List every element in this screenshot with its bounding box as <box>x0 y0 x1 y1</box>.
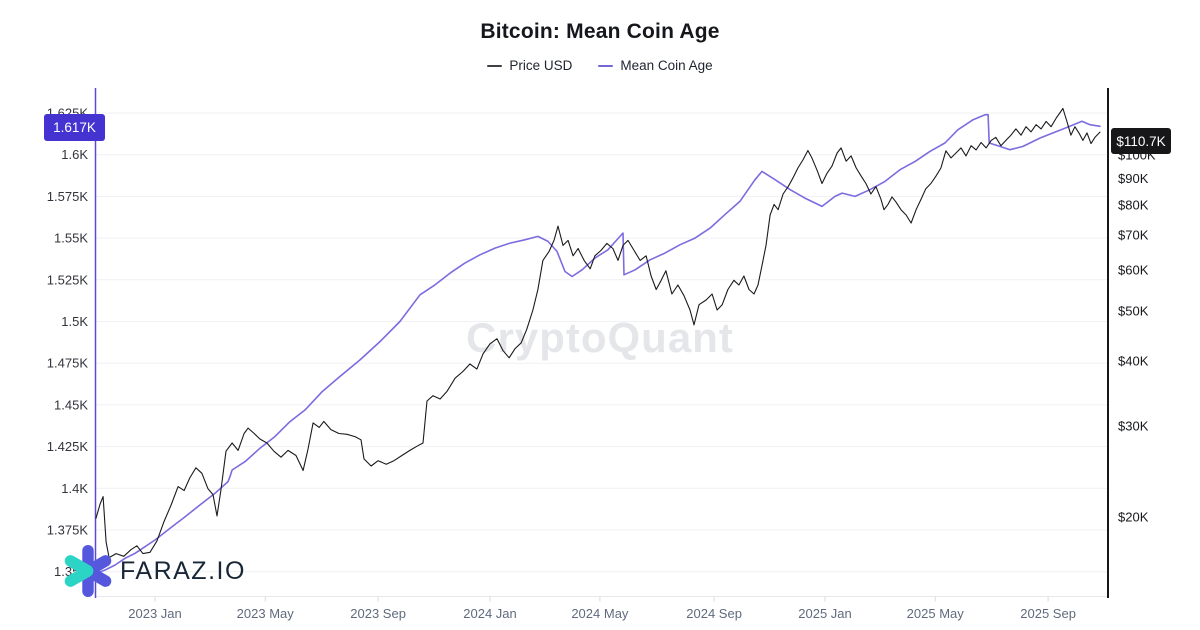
price-line <box>95 107 1101 559</box>
x-tick-label: 2023 Sep <box>350 606 406 621</box>
x-tick-label: 2025 May <box>907 606 965 621</box>
legend-label: Mean Coin Age <box>620 58 713 73</box>
y-left-tick-label: 1.575K <box>47 189 89 204</box>
y-right-tick-label: $70K <box>1118 228 1149 243</box>
y-right-tick-label: $80K <box>1118 198 1149 213</box>
y-right-tick-label: $50K <box>1118 303 1149 318</box>
y-left-tick-label: 1.45K <box>54 397 88 412</box>
y-right-tick-label: $40K <box>1118 354 1149 369</box>
y-left-tick-label: 1.6K <box>61 147 88 162</box>
y-left-tick-label: 1.425K <box>47 439 89 454</box>
y-right-tick-label: $30K <box>1118 418 1149 433</box>
chart-title: Bitcoin: Mean Coin Age <box>480 20 720 43</box>
legend-item-price-usd[interactable]: Price USD <box>487 58 572 73</box>
x-tick-label: 2024 Jan <box>463 606 517 621</box>
farazio-logo: FARAZ.IO <box>62 543 246 599</box>
y-left-tick-label: 1.55K <box>54 231 88 246</box>
legend-label: Price USD <box>509 58 573 73</box>
y-left-tick-label: 1.375K <box>47 523 89 538</box>
y-left-tick-label: 1.525K <box>47 272 89 287</box>
price-current-badge: $110.7K <box>1111 128 1171 154</box>
x-tick-label: 2025 Sep <box>1020 606 1076 621</box>
x-tick-label: 2023 May <box>237 606 295 621</box>
x-tick-label: 2024 Sep <box>686 606 742 621</box>
mean-coin-age-line <box>95 113 1101 575</box>
y-left-tick-label: 1.475K <box>47 356 89 371</box>
asterisk-spoke <box>64 555 94 577</box>
farazio-asterisk-icon <box>64 545 112 597</box>
y-right-tick-label: $60K <box>1118 262 1149 277</box>
y-left-tick-label: 1.5K <box>61 314 88 329</box>
x-tick-label: 2023 Jan <box>128 606 182 621</box>
x-tick-label: 2024 May <box>571 606 629 621</box>
farazio-logo-text: FARAZ.IO <box>120 556 246 585</box>
y-right-tick-label: $90K <box>1118 171 1149 186</box>
legend-item-mean-coin-age[interactable]: Mean Coin Age <box>598 58 713 73</box>
x-tick-label: 2025 Jan <box>798 606 852 621</box>
chart-legend: Price USD Mean Coin Age <box>0 58 1200 73</box>
price-usd-line-swatch-icon <box>487 64 503 67</box>
mean-coin-age-current-badge: 1.617K <box>44 114 105 141</box>
y-left-tick-label: 1.4K <box>61 481 88 496</box>
y-right-tick-label: $20K <box>1118 510 1149 525</box>
mean-coin-age-line-swatch-icon <box>598 64 614 67</box>
